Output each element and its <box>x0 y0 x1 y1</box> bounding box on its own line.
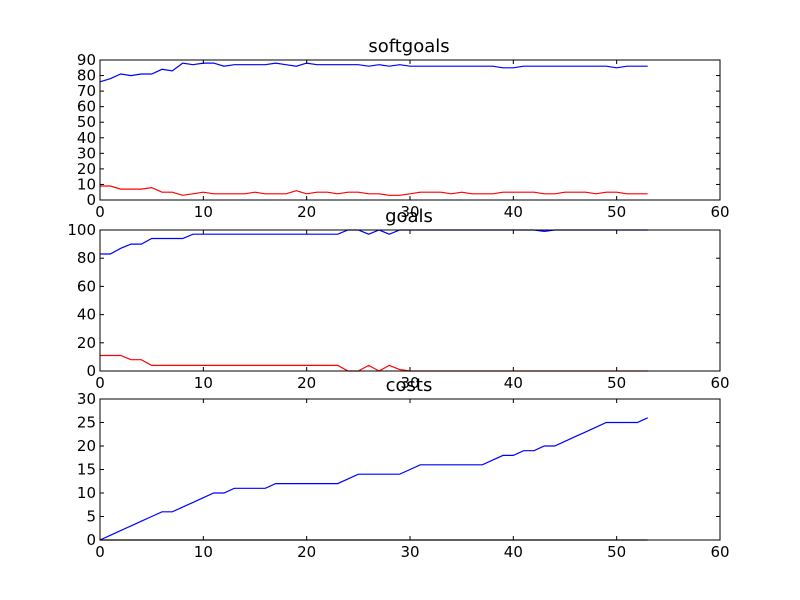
softgoals-y-tick-label: 70 <box>77 82 96 100</box>
softgoals-title: softgoals <box>368 36 449 57</box>
costs-y-tick-label: 5 <box>86 508 96 526</box>
goals-x-tick-label: 0 <box>95 374 105 392</box>
goals-x-tick-label: 50 <box>607 374 626 392</box>
costs-x-tick-label: 50 <box>607 543 626 561</box>
softgoals-y-tick-label: 10 <box>77 175 96 193</box>
costs-x-tick-label: 20 <box>297 543 316 561</box>
goals-y-tick-label: 0 <box>86 362 96 380</box>
costs-title: costs <box>386 375 433 396</box>
goals-x-tick-label: 40 <box>504 374 523 392</box>
softgoals-y-tick-label: 20 <box>77 160 96 178</box>
softgoals-y-tick-label: 0 <box>86 191 96 209</box>
softgoals-y-tick-label: 80 <box>77 67 96 85</box>
goals-y-tick-label: 20 <box>77 334 96 352</box>
softgoals-y-tick-label: 30 <box>77 144 96 162</box>
goals-y-tick-label: 80 <box>77 249 96 267</box>
goals-title: goals <box>385 206 433 227</box>
goals-y-tick-label: 100 <box>67 221 96 239</box>
softgoals-x-tick-label: 0 <box>95 203 105 221</box>
softgoals-series-1-line <box>100 185 648 196</box>
softgoals-x-tick-label: 10 <box>194 203 213 221</box>
softgoals-x-tick-label: 40 <box>504 203 523 221</box>
goals-y-tick-label: 60 <box>77 277 96 295</box>
costs-y-tick-label: 20 <box>77 437 96 455</box>
costs-x-tick-label: 10 <box>194 543 213 561</box>
costs-y-tick-label: 30 <box>77 390 96 408</box>
softgoals-panel: 0 10 20 30 40 50 600102030405060708090softgoal… <box>77 36 730 221</box>
costs-x-tick-label: 60 <box>710 543 729 561</box>
goals-x-tick-label: 10 <box>194 374 213 392</box>
goals-x-tick-label: 60 <box>710 374 729 392</box>
costs-x-tick-label: 40 <box>504 543 523 561</box>
costs-y-tick-label: 10 <box>77 484 96 502</box>
softgoals-y-tick-label: 60 <box>77 98 96 116</box>
costs-x-tick-label: 30 <box>400 543 419 561</box>
softgoals-y-tick-label: 50 <box>77 113 96 131</box>
softgoals-x-tick-label: 60 <box>710 203 729 221</box>
softgoals-series-0-line <box>99 62 648 83</box>
costs-x-tick-label: 0 <box>95 543 105 561</box>
goals-x-tick-label: 30 <box>400 374 419 392</box>
costs-y-tick-label: 15 <box>77 461 96 479</box>
softgoals-x-tick-label: 50 <box>607 203 626 221</box>
costs-series-0-line <box>99 417 648 541</box>
softgoals-y-tick-label: 90 <box>77 51 96 69</box>
softgoals-y-tick-label: 40 <box>77 129 96 147</box>
softgoals-x-tick-label: 30 <box>400 203 419 221</box>
goals-y-tick-label: 40 <box>77 306 96 324</box>
costs-y-tick-label: 0 <box>86 531 96 549</box>
costs-y-tick-label: 25 <box>77 414 96 432</box>
softgoals-x-tick-label: 20 <box>297 203 316 221</box>
goals-x-tick-label: 20 <box>297 374 316 392</box>
